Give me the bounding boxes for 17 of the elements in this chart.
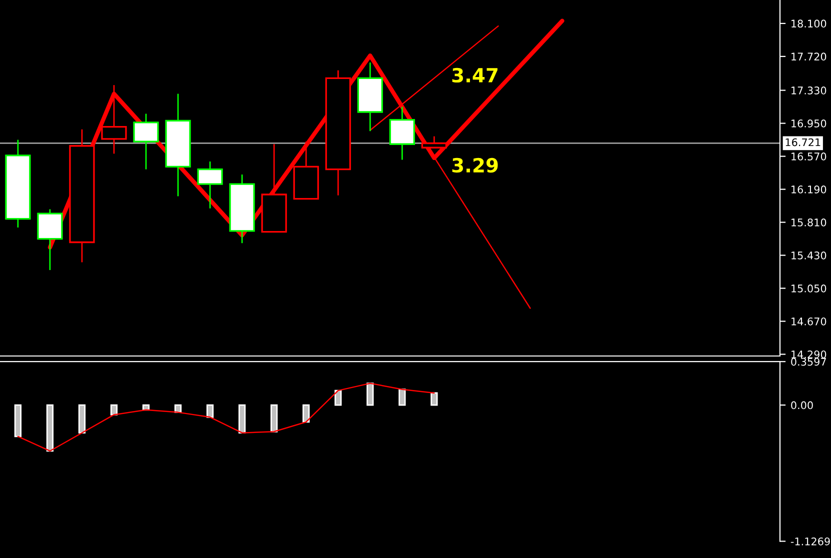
y-tick-label: 15.050 <box>792 284 826 292</box>
y-tick-label: 17.330 <box>792 86 826 94</box>
y-tick-label: -1.1269 <box>790 537 830 546</box>
y-tick-label: 16.190 <box>792 186 826 194</box>
y-tick-label: 18.100 <box>792 20 826 28</box>
y-tick-label: 15.810 <box>792 218 826 226</box>
y-tick-label: 15.430 <box>792 252 826 260</box>
y-tick-label: 14.290 <box>792 350 826 358</box>
y-tick-label: 17.720 <box>792 52 826 61</box>
y-tick-label: 16.950 <box>792 120 826 128</box>
y-tick-label: 14.670 <box>792 318 826 326</box>
y-tick-label: 0.3597 <box>791 358 826 366</box>
y-tick-label: 0.00 <box>791 401 813 410</box>
annotation: 3.29 <box>452 158 498 173</box>
y-tick-label: 16.570 <box>792 152 826 160</box>
annotation: 3.47 <box>452 68 498 83</box>
ref-line-label: 16.721 <box>786 138 820 146</box>
